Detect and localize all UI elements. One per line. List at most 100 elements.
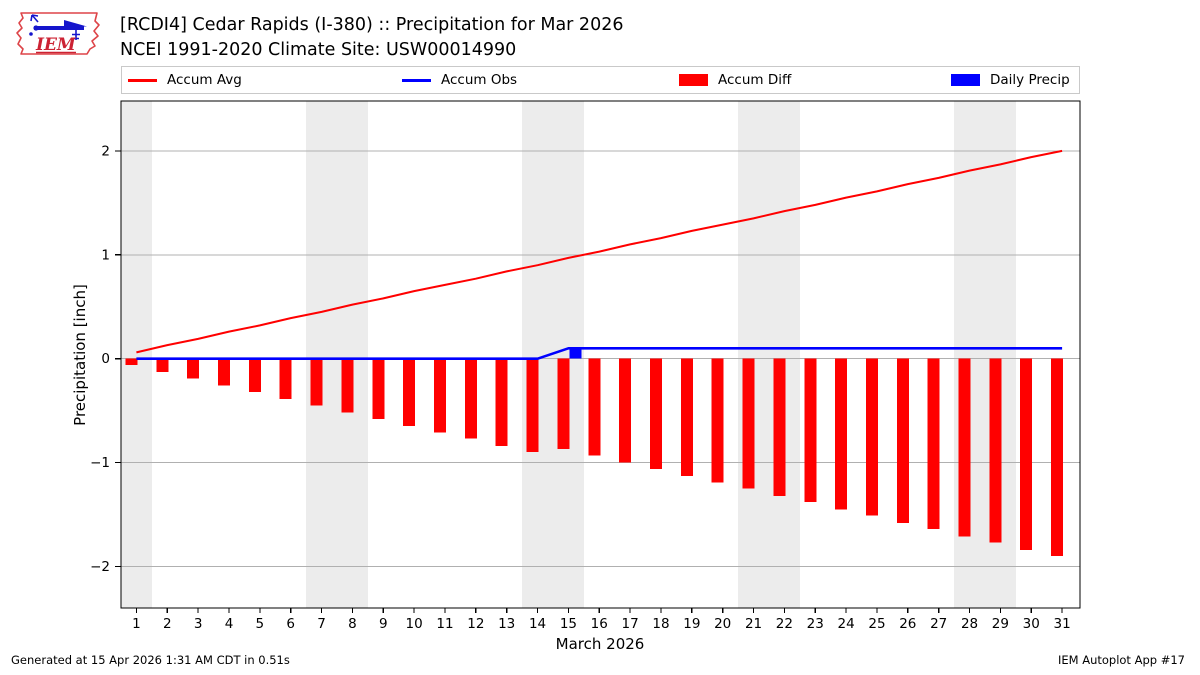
x-tick-label: 8 (348, 616, 357, 632)
legend-label: Accum Diff (718, 72, 792, 88)
accum-diff-bar (341, 358, 354, 413)
plot-frame (120, 100, 1081, 609)
x-tick-label: 17 (622, 616, 639, 632)
legend-label: Daily Precip (990, 72, 1070, 88)
x-tick-label: 21 (745, 616, 762, 632)
x-tick-label: 7 (317, 616, 326, 632)
accum-diff-bar (711, 358, 724, 483)
x-tick-label: 5 (256, 616, 265, 632)
app-credit: IEM Autoplot App #17 (1057, 653, 1185, 667)
legend-item-daily-precip: Daily Precip (951, 67, 1070, 93)
accum-diff-bar (896, 358, 909, 523)
accum-diff-bar (649, 358, 662, 469)
accum-obs-line-swatch (402, 78, 431, 82)
x-tick-label: 9 (379, 616, 388, 632)
y-tick-label: 0 (101, 351, 110, 367)
weekend-band (306, 101, 368, 608)
accum-diff-bar (372, 358, 385, 419)
y-tick-label: −2 (90, 559, 110, 575)
daily-precip-bar (569, 348, 582, 359)
accum-diff-bar (804, 358, 817, 503)
y-tick-label: 2 (101, 143, 110, 159)
accum-diff-bar (927, 358, 940, 530)
x-tick-label: 18 (652, 616, 669, 632)
y-tick-label: −1 (90, 455, 110, 471)
generated-timestamp: Generated at 15 Apr 2026 1:31 AM CDT in … (11, 653, 290, 667)
y-tick-label: 1 (101, 247, 110, 263)
x-tick-label: 24 (838, 616, 855, 632)
legend-label: Accum Avg (167, 72, 242, 88)
accum-diff-bar (433, 358, 446, 433)
accum-diff-bar (156, 358, 169, 373)
accum-diff-bar (125, 358, 138, 365)
x-tick-label: 3 (194, 616, 203, 632)
x-tick-label: 26 (899, 616, 916, 632)
accum-diff-bar (958, 358, 971, 537)
accum-diff-bar (526, 358, 539, 453)
x-tick-label: 11 (436, 616, 453, 632)
accum-diff-bar (495, 358, 508, 446)
x-tick-label: 10 (406, 616, 423, 632)
x-tick-label: 1 (132, 616, 141, 632)
accum-avg-line-swatch (128, 78, 157, 82)
accum-diff-bar (619, 358, 632, 463)
accum-diff-bar (464, 358, 477, 439)
accum-diff-bar (187, 358, 200, 379)
accum-diff-bar (217, 358, 230, 386)
accum-diff-bar (403, 358, 416, 427)
chart-subtitle: NCEI 1991-2020 Climate Site: USW00014990 (120, 39, 517, 60)
x-tick-label: 22 (776, 616, 793, 632)
legend-item-accum-obs: Accum Obs (402, 67, 517, 93)
x-tick-label: 19 (683, 616, 700, 632)
x-tick-label: 27 (930, 616, 947, 632)
accum-diff-bar (989, 358, 1002, 543)
legend: Accum Avg Accum Obs Accum Diff Daily Pre… (121, 66, 1080, 94)
accum-diff-bar (248, 358, 261, 392)
accum-diff-patch-swatch (679, 74, 708, 86)
x-tick-label: 12 (467, 616, 484, 632)
x-tick-label: 4 (225, 616, 234, 632)
x-tick-label: 6 (286, 616, 295, 632)
iem-logo-text: IEM (35, 35, 77, 55)
legend-label: Accum Obs (441, 72, 518, 88)
x-tick-label: 25 (868, 616, 885, 632)
accum-diff-bar (279, 358, 292, 400)
legend-item-accum-avg: Accum Avg (128, 67, 242, 93)
accum-diff-bar (865, 358, 878, 516)
accum-diff-bar (773, 358, 786, 496)
iowa-outline-icon (16, 12, 100, 55)
x-tick-label: 20 (714, 616, 731, 632)
chart-title: [RCDI4] Cedar Rapids (I-380) :: Precipit… (120, 15, 624, 35)
weekend-band (121, 101, 152, 608)
daily-precip-patch-swatch (951, 74, 980, 86)
accum-obs-line (136, 346, 1063, 361)
weather-vane-icon (29, 14, 87, 40)
accum-diff-bar (1020, 358, 1033, 550)
x-tick-label: 16 (591, 616, 608, 632)
accum-diff-bar (680, 358, 693, 477)
x-tick-label: 29 (992, 616, 1009, 632)
x-tick-label: 2 (163, 616, 172, 632)
x-tick-label: 23 (807, 616, 824, 632)
x-axis-label: March 2026 (555, 635, 645, 653)
accum-diff-bar (310, 358, 323, 406)
accum-avg-line (136, 149, 1063, 354)
accum-diff-bar (1051, 358, 1064, 557)
accum-diff-bar (588, 358, 601, 456)
y-axis-label: Precipitation [inch] (71, 284, 89, 426)
accum-diff-bar (742, 358, 755, 489)
title-block: [RCDI4] Cedar Rapids (I-380) :: Precipit… (120, 13, 623, 62)
legend-item-accum-diff: Accum Diff (679, 67, 791, 93)
x-tick-label: 31 (1054, 616, 1071, 632)
weekend-band (738, 101, 800, 608)
x-tick-label: 28 (961, 616, 978, 632)
x-tick-label: 15 (560, 616, 577, 632)
iem-logo: IEM (16, 12, 100, 55)
x-tick-label: 13 (498, 616, 515, 632)
accum-diff-bar (557, 358, 570, 450)
x-tick-label: 14 (529, 616, 546, 632)
x-tick-label: 30 (1023, 616, 1040, 632)
accum-diff-bar (835, 358, 848, 510)
